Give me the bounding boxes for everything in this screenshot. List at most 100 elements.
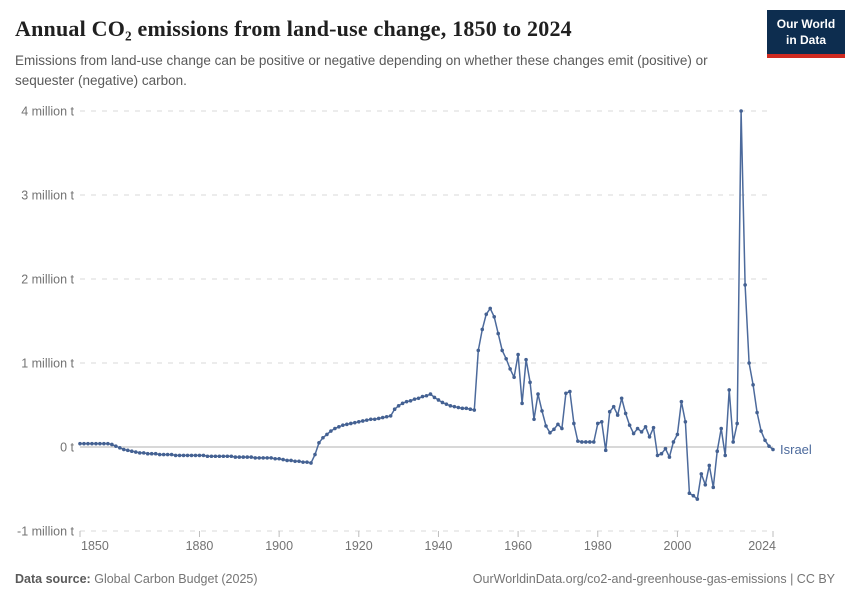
data-point[interactable] (711, 485, 716, 490)
entity-label[interactable]: Israel (780, 442, 812, 457)
data-point[interactable] (404, 399, 409, 404)
data-point[interactable] (536, 392, 540, 396)
data-point[interactable] (580, 440, 584, 444)
data-point[interactable] (277, 456, 281, 461)
data-point[interactable] (297, 459, 301, 464)
data-point[interactable] (118, 446, 122, 450)
data-point[interactable] (157, 452, 162, 457)
data-point[interactable] (229, 454, 234, 459)
data-point[interactable] (86, 441, 90, 446)
data-point[interactable] (723, 453, 728, 458)
data-point[interactable] (114, 444, 118, 448)
data-point[interactable] (619, 396, 624, 401)
data-point[interactable] (472, 408, 477, 412)
data-point[interactable] (400, 401, 405, 406)
data-point[interactable] (444, 402, 449, 406)
data-point[interactable] (388, 414, 393, 418)
data-point[interactable] (544, 424, 548, 428)
data-point[interactable] (587, 440, 592, 444)
data-point[interactable] (556, 422, 560, 427)
data-point[interactable] (456, 405, 461, 410)
data-point[interactable] (78, 441, 82, 446)
data-point[interactable] (205, 454, 210, 459)
data-point[interactable] (313, 452, 317, 457)
data-point[interactable] (177, 453, 182, 458)
data-point[interactable] (384, 414, 389, 419)
data-point[interactable] (165, 452, 170, 457)
data-point[interactable] (568, 389, 572, 394)
data-point[interactable] (201, 453, 206, 458)
data-point[interactable] (524, 357, 528, 362)
data-point[interactable] (305, 460, 309, 464)
data-point[interactable] (727, 388, 731, 392)
data-point[interactable] (301, 460, 305, 464)
data-point[interactable] (659, 451, 664, 456)
data-point[interactable] (743, 283, 747, 287)
data-point[interactable] (595, 421, 600, 426)
data-point[interactable] (94, 441, 98, 446)
data-point[interactable] (368, 417, 373, 422)
data-point[interactable] (161, 452, 166, 457)
data-point[interactable] (651, 425, 656, 430)
data-point[interactable] (731, 440, 735, 444)
data-point[interactable] (695, 497, 700, 501)
data-point[interactable] (739, 109, 743, 113)
data-point[interactable] (380, 415, 385, 420)
data-point[interactable] (273, 456, 277, 461)
data-point[interactable] (667, 455, 672, 459)
data-point[interactable] (225, 454, 230, 459)
data-point[interactable] (759, 429, 763, 433)
data-point[interactable] (257, 456, 262, 460)
owid-logo[interactable]: Our World in Data (767, 10, 845, 59)
data-point[interactable] (269, 456, 273, 460)
data-point[interactable] (98, 441, 102, 446)
data-point[interactable] (599, 420, 604, 424)
data-point[interactable] (125, 448, 130, 453)
data-point[interactable] (540, 409, 544, 413)
data-point[interactable] (110, 442, 114, 447)
data-point[interactable] (611, 404, 616, 409)
data-point[interactable] (181, 453, 186, 458)
data-point[interactable] (584, 440, 588, 444)
data-point[interactable] (699, 472, 704, 476)
data-point[interactable] (639, 430, 644, 434)
data-point[interactable] (396, 404, 401, 408)
data-point[interactable] (512, 375, 516, 380)
data-point[interactable] (663, 446, 668, 451)
data-point[interactable] (233, 455, 238, 459)
data-point[interactable] (767, 444, 771, 448)
data-point[interactable] (412, 397, 417, 401)
data-point[interactable] (217, 454, 222, 459)
data-point[interactable] (655, 453, 660, 458)
data-point[interactable] (432, 395, 437, 400)
data-point[interactable] (349, 421, 353, 426)
data-point[interactable] (285, 458, 289, 463)
data-point[interactable] (687, 491, 692, 496)
data-point[interactable] (345, 422, 349, 427)
data-point[interactable] (755, 410, 759, 415)
data-point[interactable] (261, 456, 266, 460)
data-point[interactable] (615, 413, 620, 417)
data-point[interactable] (309, 461, 313, 465)
data-point[interactable] (141, 451, 146, 455)
data-point[interactable] (576, 439, 580, 443)
data-point[interactable] (133, 450, 138, 454)
data-point[interactable] (173, 453, 178, 458)
data-point[interactable] (548, 430, 552, 435)
data-point[interactable] (747, 361, 751, 365)
data-point[interactable] (735, 421, 739, 426)
data-point[interactable] (265, 456, 269, 460)
data-point[interactable] (484, 312, 489, 317)
data-point[interactable] (528, 380, 532, 385)
data-point[interactable] (591, 440, 596, 444)
data-point[interactable] (185, 453, 190, 458)
footer-link[interactable]: OurWorldinData.org/co2-and-greenhouse-ga… (472, 572, 835, 586)
data-point[interactable] (122, 447, 126, 452)
data-point[interactable] (560, 426, 564, 431)
data-point[interactable] (416, 396, 421, 401)
data-point[interactable] (464, 406, 469, 411)
data-point[interactable] (253, 456, 258, 460)
data-point[interactable] (492, 315, 497, 319)
data-point[interactable] (329, 429, 333, 433)
